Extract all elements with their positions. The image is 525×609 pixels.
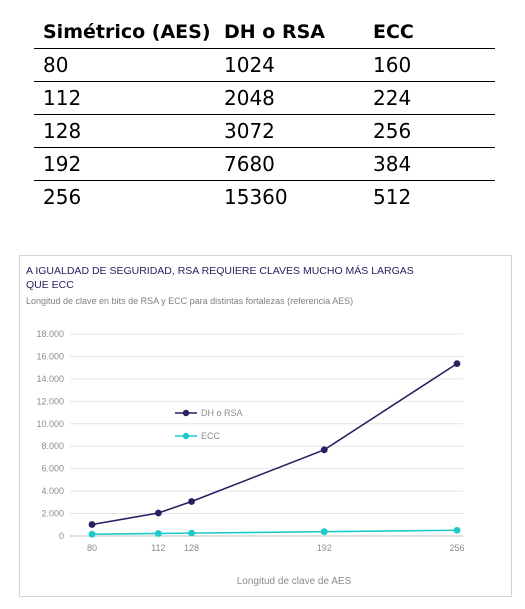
y-tick-label: 10.000 (36, 419, 64, 429)
legend-swatch-marker (182, 432, 190, 440)
column-header: DH o RSA (215, 15, 364, 49)
x-tick-label: 192 (317, 543, 332, 553)
y-tick-label: 0 (59, 531, 64, 541)
x-axis-title: Longitud de clave de AES (237, 576, 352, 587)
chart-subtitle: Longitud de clave en bits de RSA y ECC p… (26, 296, 354, 306)
data-point (320, 446, 328, 454)
table-cell: 256 (364, 114, 495, 148)
x-tick-label: 256 (449, 543, 464, 553)
legend-swatch-marker (182, 409, 190, 417)
table-cell: 15360 (224, 185, 288, 209)
data-point (453, 526, 461, 534)
data-point (320, 528, 328, 536)
y-tick-label: 16.000 (36, 351, 64, 361)
y-tick-label: 14.000 (36, 374, 64, 384)
table-cell: 128 (34, 114, 215, 148)
y-tick-label: 6.000 (41, 464, 64, 474)
y-tick-label: 4.000 (41, 486, 64, 496)
table-cell: 7680 (215, 147, 364, 181)
table-cell: 192 (34, 147, 215, 181)
y-tick-label: 8.000 (41, 441, 64, 451)
table-cell: 384 (364, 147, 495, 181)
key-length-table: Simétrico (AES) DH o RSA ECC 80 1024 160… (34, 15, 495, 213)
table-row: 192 7680 384 (34, 147, 495, 181)
table-cell: 112 (34, 81, 215, 115)
series-line-ecc (91, 529, 458, 536)
table-row: 112 2048 224 (34, 81, 495, 115)
table-cell: 256 (43, 185, 82, 209)
y-tick-label: 18.000 (36, 329, 64, 339)
line-chart: 0 2.000 4.000 6.000 8.000 10.000 12.000 14.000 1… (36, 329, 464, 587)
data-point (188, 529, 195, 537)
x-tick-label: 112 (151, 543, 165, 553)
data-point (88, 521, 96, 528)
x-tick-label: 128 (184, 543, 199, 553)
chart-container: A IGUALDAD DE SEGURIDAD, RSA REQUIERE CL… (19, 255, 512, 597)
data-point (188, 498, 195, 505)
table-cell: 512 (373, 185, 412, 209)
table-cell: 3072 (215, 114, 364, 148)
data-point (88, 530, 96, 538)
table-row: 256 15360 512 (34, 181, 495, 214)
legend-label: ECC (201, 431, 221, 441)
legend-label: DH o RSA (201, 408, 243, 418)
x-tick-label: 80 (87, 543, 97, 553)
column-header: Simétrico (AES) (34, 15, 215, 49)
y-tick-label: 2.000 (41, 509, 64, 519)
table-row: 80 1024 160 (34, 48, 495, 82)
data-point (453, 360, 461, 368)
table-cell: 160 (364, 48, 495, 82)
data-point (154, 509, 162, 517)
table-cell: 1024 (215, 48, 364, 82)
table-cell: 2048 (215, 81, 364, 115)
chart-title: A IGUALDAD DE SEGURIDAD, RSA REQUIERE CL… (26, 265, 414, 291)
data-point (154, 530, 162, 537)
series-line-dh-o-rsa (91, 362, 458, 526)
table-row: 128 3072 256 (34, 114, 495, 148)
table-cell: 80 (34, 48, 215, 82)
table-header-row: Simétrico (AES) DH o RSA ECC (34, 15, 495, 49)
table-cell: 224 (364, 81, 495, 115)
y-tick-label: 12.000 (36, 396, 64, 406)
column-header: ECC (364, 15, 495, 49)
